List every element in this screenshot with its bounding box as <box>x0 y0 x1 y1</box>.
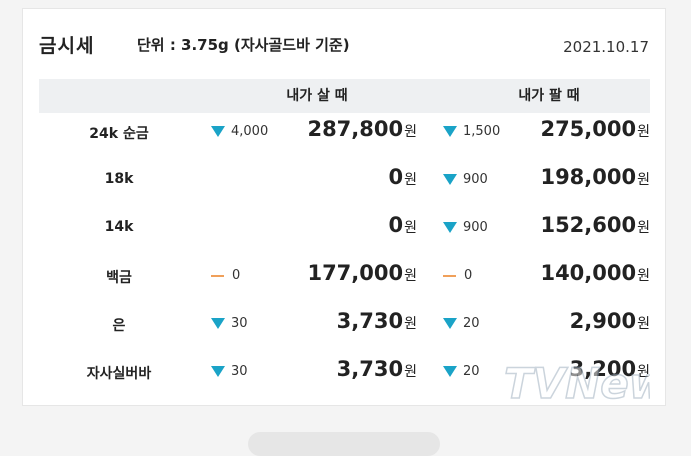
buy-price-value: 3,730 <box>336 309 404 333</box>
buy-price: 287,800원 <box>307 117 417 141</box>
down-triangle-icon <box>211 318 225 329</box>
sell-price: 2,900원 <box>570 309 650 333</box>
tvnews-watermark-logo: TVNews <box>503 358 650 409</box>
sell-price: 198,000원 <box>540 165 650 189</box>
sell-change-value: 900 <box>463 220 488 235</box>
buy-change: 30 <box>211 316 248 331</box>
buy-price-value: 287,800 <box>307 117 404 141</box>
down-triangle-icon <box>443 126 457 137</box>
table-row: 은 30 3,730원 20 2,900원 <box>39 305 650 345</box>
table-row: 14k 0원 900 152,600원 <box>39 209 650 249</box>
metal-name: 백금 <box>106 270 132 286</box>
gold-price-card: 금시세 단위 : 3.75g (자사골드바 기준) 2021.10.17 내가 … <box>22 8 666 406</box>
buy-price: 3,730원 <box>337 357 417 381</box>
table-row: 백금 0 177,000원 0 140,000원 <box>39 257 650 297</box>
buy-price: 177,000원 <box>307 261 417 285</box>
buy-change-value: 4,000 <box>231 124 269 139</box>
sell-price-value: 2,900 <box>569 309 637 333</box>
sell-price-value: 3,200 <box>569 357 637 381</box>
currency-unit: 원 <box>404 172 417 188</box>
buy-change: 30 <box>211 364 248 379</box>
buy-price: 0원 <box>388 165 417 189</box>
down-triangle-icon <box>443 318 457 329</box>
down-triangle-icon <box>211 366 225 377</box>
metal-name: 18k <box>104 171 134 187</box>
unit-label: 단위 : 3.75g (자사골드바 기준) <box>137 36 350 54</box>
metal-name: 24k 순금 <box>89 126 149 142</box>
down-triangle-icon <box>211 126 225 137</box>
sell-price-value: 275,000 <box>540 117 637 141</box>
sell-change: 900 <box>443 172 488 187</box>
buy-price-value: 0 <box>388 165 404 189</box>
sell-change: 0 <box>443 268 472 283</box>
currency-unit: 원 <box>404 316 417 332</box>
sell-change: 900 <box>443 220 488 235</box>
currency-unit: 원 <box>404 124 417 140</box>
buy-change: 0 <box>211 268 240 283</box>
currency-unit: 원 <box>404 364 417 380</box>
currency-unit: 원 <box>637 172 650 188</box>
sell-price: 140,000원 <box>540 261 650 285</box>
buy-change-value: 30 <box>231 364 248 379</box>
price-date: 2021.10.17 <box>563 38 649 56</box>
sell-change: 1,500 <box>443 124 500 139</box>
sell-change: 20 <box>443 316 480 331</box>
sell-price: 3,200원 <box>570 357 650 381</box>
more-button[interactable] <box>248 432 440 456</box>
column-sell-header: 내가 팔 때 <box>518 88 580 104</box>
sell-price-value: 140,000 <box>540 261 637 285</box>
buy-change-value: 30 <box>231 316 248 331</box>
sell-change-value: 0 <box>464 268 473 283</box>
currency-unit: 원 <box>637 316 650 332</box>
flat-dash-icon <box>443 274 456 277</box>
table-row: 18k 0원 900 198,000원 <box>39 161 650 201</box>
buy-price-value: 177,000 <box>307 261 404 285</box>
sell-change: 20 <box>443 364 480 379</box>
buy-change-value: 0 <box>232 268 241 283</box>
metal-name: 자사실버바 <box>86 366 152 382</box>
sell-change-value: 900 <box>463 172 488 187</box>
sell-price: 152,600원 <box>540 213 650 237</box>
table-row: 24k 순금 4,000 287,800원 1,500 275,000원 <box>39 113 650 153</box>
buy-price-value: 0 <box>388 213 404 237</box>
currency-unit: 원 <box>637 220 650 236</box>
sell-change-value: 1,500 <box>463 124 501 139</box>
currency-unit: 원 <box>404 268 417 284</box>
buy-price: 0원 <box>388 213 417 237</box>
down-triangle-icon <box>443 366 457 377</box>
currency-unit: 원 <box>637 124 650 140</box>
table-header: 내가 살 때 내가 팔 때 <box>39 79 650 113</box>
table-row: 자사실버바 30 3,730원 20 3,200원 <box>39 353 650 393</box>
down-triangle-icon <box>443 222 457 233</box>
currency-unit: 원 <box>404 220 417 236</box>
currency-unit: 원 <box>637 364 650 380</box>
flat-dash-icon <box>211 274 224 277</box>
sell-price-value: 198,000 <box>540 165 637 189</box>
watermark-text: TVNews <box>504 359 650 408</box>
sell-change-value: 20 <box>463 364 480 379</box>
column-buy-header: 내가 살 때 <box>286 88 348 104</box>
currency-unit: 원 <box>637 268 650 284</box>
sell-change-value: 20 <box>463 316 480 331</box>
sell-price-value: 152,600 <box>540 213 637 237</box>
buy-price-value: 3,730 <box>336 357 404 381</box>
buy-change: 4,000 <box>211 124 268 139</box>
down-triangle-icon <box>443 174 457 185</box>
sell-price: 275,000원 <box>540 117 650 141</box>
metal-name: 은 <box>112 318 126 334</box>
card-title: 금시세 <box>39 35 95 57</box>
metal-name: 14k <box>104 219 134 235</box>
buy-price: 3,730원 <box>337 309 417 333</box>
